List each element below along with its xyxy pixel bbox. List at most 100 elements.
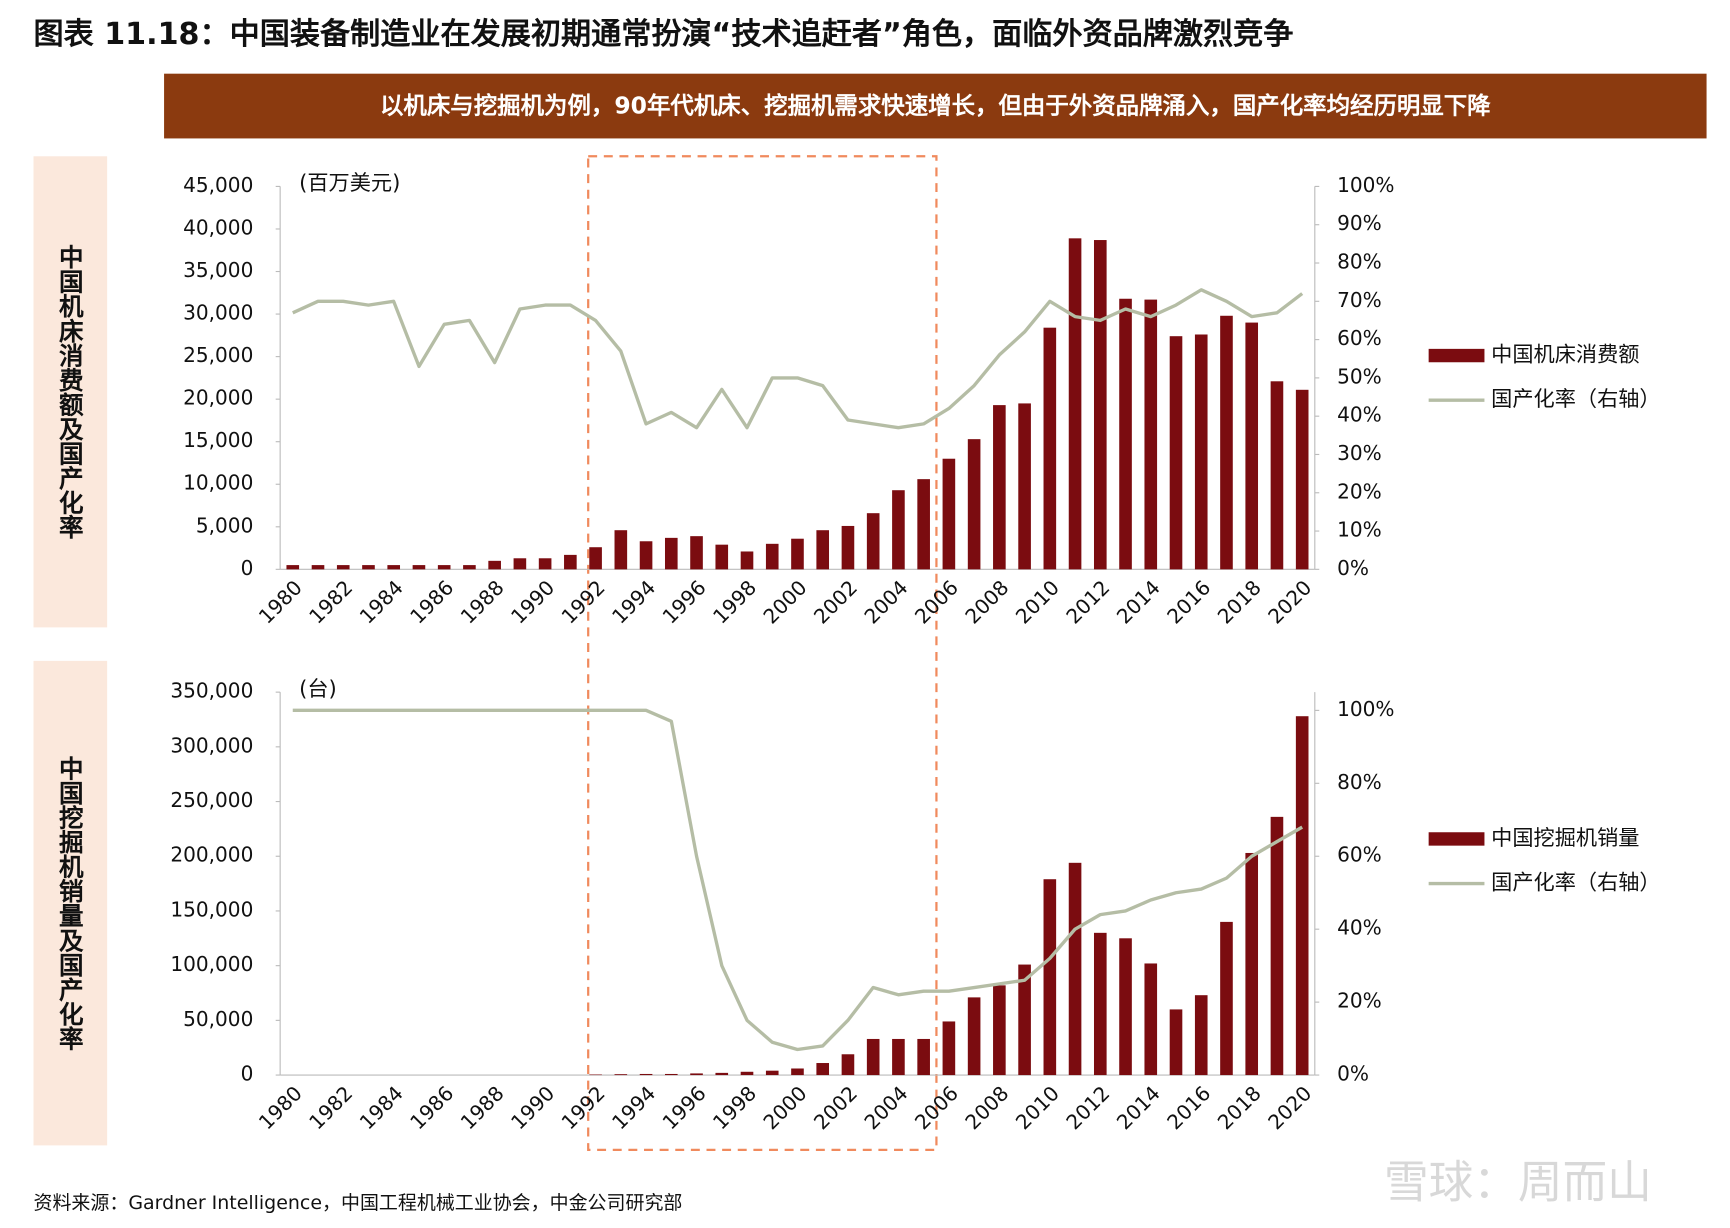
y-tick-label: 350,000 xyxy=(170,679,253,703)
x-tick-label: 2016 xyxy=(1162,575,1215,628)
bar xyxy=(1144,299,1158,570)
bar xyxy=(513,558,527,570)
banner-bg xyxy=(164,73,1707,139)
bar xyxy=(614,530,628,570)
x-tick-label: 1984 xyxy=(355,1081,408,1134)
y-tick-label: 200,000 xyxy=(170,843,253,867)
x-tick-label: 2006 xyxy=(910,575,963,628)
y2-tick-label: 100% xyxy=(1337,697,1394,721)
x-tick-label: 1984 xyxy=(355,575,408,628)
bar xyxy=(892,1038,905,1076)
x-tick-label: 1990 xyxy=(506,1081,559,1134)
bar xyxy=(1245,852,1259,1076)
bar xyxy=(639,541,653,570)
bar xyxy=(1068,238,1082,570)
side-label: 中国挖掘机销量及国产化率 xyxy=(56,755,85,1050)
x-tick-label: 1994 xyxy=(607,1081,660,1134)
legend-label: 国产化率（右轴） xyxy=(1491,386,1660,411)
bar xyxy=(1018,403,1031,570)
bar xyxy=(993,405,1006,570)
y2-tick-label: 40% xyxy=(1337,916,1382,940)
unit-label: (百万美元) xyxy=(299,170,400,195)
bar xyxy=(1194,334,1208,570)
y2-tick-label: 90% xyxy=(1337,211,1382,235)
x-tick-label: 1980 xyxy=(254,1081,307,1134)
side-label: 中国机床消费额及国产化率 xyxy=(56,244,85,539)
bar xyxy=(1093,240,1107,570)
y-tick-label: 50,000 xyxy=(183,1007,253,1031)
bar xyxy=(967,997,981,1076)
y-tick-label: 0 xyxy=(241,1062,254,1086)
bar xyxy=(967,439,981,570)
y2-tick-label: 60% xyxy=(1337,843,1382,867)
bar xyxy=(1220,921,1233,1076)
bar xyxy=(892,490,905,570)
y-tick-label: 45,000 xyxy=(183,173,253,197)
legend-swatch xyxy=(1428,832,1485,846)
legend-label: 中国挖掘机销量 xyxy=(1491,825,1639,850)
bar xyxy=(437,565,451,570)
bar xyxy=(311,565,325,570)
x-tick-label: 1992 xyxy=(557,1081,610,1134)
bar xyxy=(917,1038,930,1076)
bar xyxy=(488,560,501,570)
line xyxy=(292,708,1304,1052)
y2-tick-label: 70% xyxy=(1337,288,1382,312)
x-tick-label: 1992 xyxy=(557,575,610,628)
line xyxy=(292,288,1304,430)
y2-tick-label: 0% xyxy=(1337,1062,1369,1086)
x-tick-label: 2000 xyxy=(758,1081,811,1134)
source: 资料来源：Gardner Intelligence，中国工程机械工业协会，中金公… xyxy=(33,1192,682,1214)
bar xyxy=(942,1021,956,1076)
bar xyxy=(1270,816,1284,1076)
bar xyxy=(362,565,375,570)
bar xyxy=(589,547,602,570)
banner: 以机床与挖掘机为例，90年代机床、挖掘机需求快速增长，但由于外资品牌涌入，国产化… xyxy=(380,92,1491,120)
bar xyxy=(1169,1009,1183,1076)
x-tick-label: 2010 xyxy=(1011,575,1064,628)
bar xyxy=(841,1054,855,1076)
bar xyxy=(866,513,880,570)
y-tick-label: 0 xyxy=(241,556,254,580)
x-tick-label: 1996 xyxy=(658,575,711,628)
x-tick-label: 2012 xyxy=(1061,575,1114,628)
bar xyxy=(791,1068,804,1076)
bar xyxy=(286,565,300,570)
x-tick-label: 2012 xyxy=(1061,1081,1114,1134)
bar xyxy=(387,565,401,570)
y-tick-label: 15,000 xyxy=(183,428,253,452)
y-tick-label: 10,000 xyxy=(183,471,253,495)
bar xyxy=(639,1073,653,1076)
x-tick-label: 1994 xyxy=(607,575,660,628)
bar xyxy=(715,544,729,570)
legend-label: 中国机床消费额 xyxy=(1491,342,1639,367)
x-tick-label: 1998 xyxy=(708,575,761,628)
y-tick-label: 40,000 xyxy=(183,215,253,239)
bar xyxy=(564,554,577,570)
x-tick-label: 2014 xyxy=(1112,1081,1165,1134)
bar xyxy=(690,536,703,570)
y-tick-label: 250,000 xyxy=(170,788,253,812)
x-tick-label: 2018 xyxy=(1213,1081,1266,1134)
bar xyxy=(1270,381,1284,570)
bar xyxy=(765,543,779,570)
x-tick-label: 2020 xyxy=(1263,575,1316,628)
bar xyxy=(715,1072,729,1076)
legend-swatch xyxy=(1428,348,1485,363)
y2-tick-label: 20% xyxy=(1337,989,1382,1013)
y-tick-label: 5,000 xyxy=(196,513,253,537)
bar xyxy=(866,1038,880,1076)
bar xyxy=(765,1070,779,1076)
y2-tick-label: 30% xyxy=(1337,441,1382,465)
bar xyxy=(816,530,830,570)
bar xyxy=(664,537,678,570)
y-tick-label: 300,000 xyxy=(170,733,253,757)
watermark: 雪球：周而山 xyxy=(1384,1157,1652,1209)
bar xyxy=(1119,938,1132,1076)
x-tick-label: 2002 xyxy=(809,1081,862,1134)
x-tick-label: 2010 xyxy=(1011,1081,1064,1134)
bar xyxy=(1220,315,1233,570)
bar xyxy=(993,985,1006,1076)
y-tick-label: 25,000 xyxy=(183,343,253,367)
